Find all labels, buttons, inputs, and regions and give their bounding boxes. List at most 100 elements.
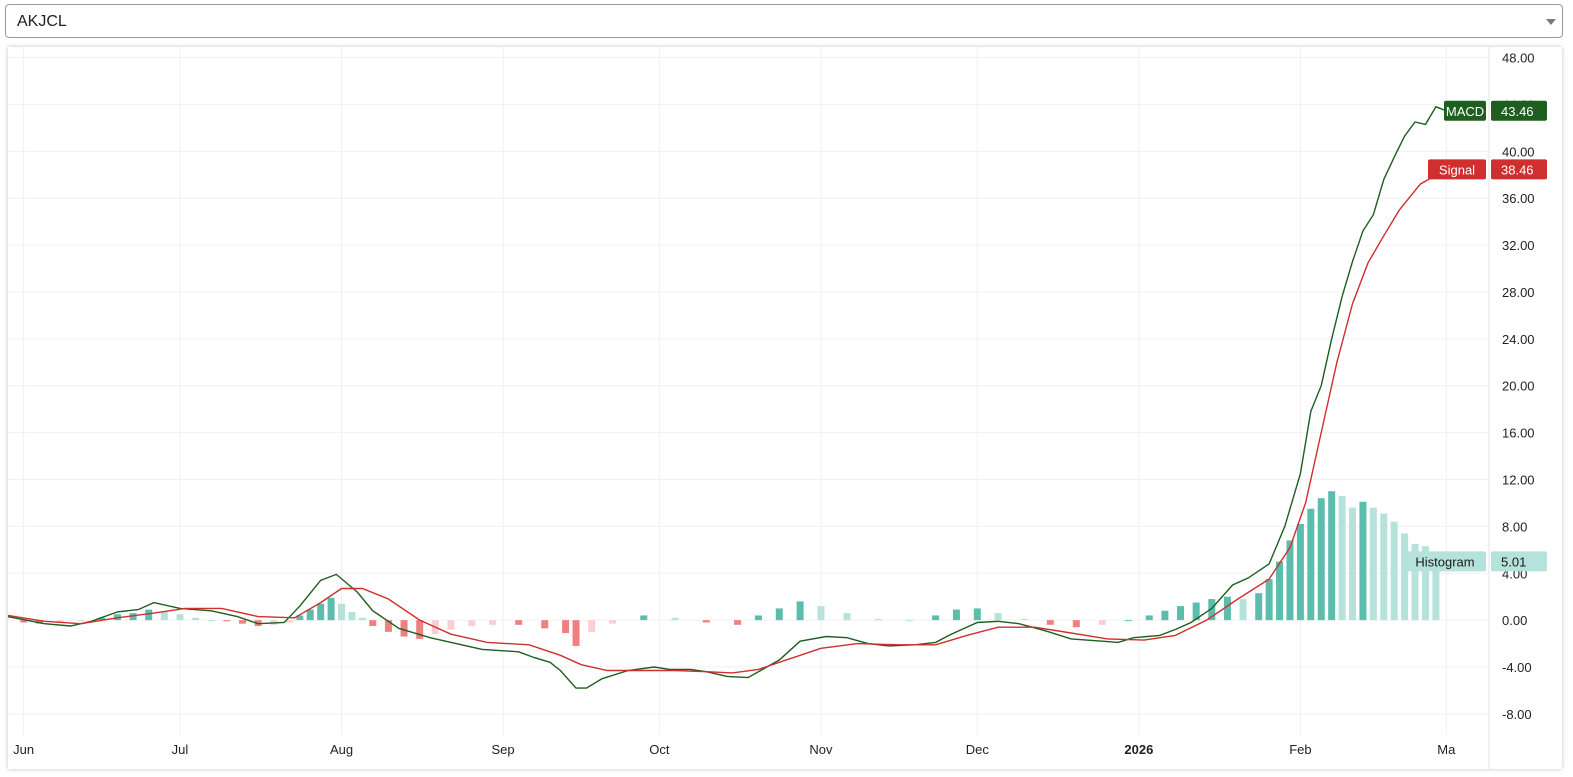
series-name-label: MACD: [1446, 104, 1484, 119]
signal-line: [8, 168, 1447, 674]
histogram-bar: [296, 615, 304, 621]
histogram-bar: [515, 620, 523, 625]
histogram-bar: [1432, 561, 1440, 621]
histogram-bar: [754, 615, 762, 621]
histogram-bar: [952, 609, 960, 621]
histogram-bar: [98, 617, 106, 621]
histogram-bar: [1098, 620, 1106, 625]
histogram-bar: [369, 620, 377, 626]
histogram-bar: [973, 608, 981, 621]
x-tick-label: Sep: [492, 742, 515, 757]
series-value-badge: [1491, 159, 1547, 180]
histogram-bar: [1369, 507, 1377, 621]
histogram-bar: [1223, 596, 1231, 621]
x-tick-label: Oct: [649, 742, 670, 757]
histogram-bar: [1265, 579, 1273, 621]
x-tick-label: Jun: [13, 742, 34, 757]
histogram-bar: [1046, 620, 1054, 625]
grid: [8, 47, 1490, 769]
histogram-bars: [20, 491, 1440, 646]
histogram-bar: [327, 597, 335, 621]
x-tick-label: Nov: [809, 742, 833, 757]
histogram-bar: [932, 615, 940, 621]
histogram-bar: [1208, 599, 1216, 621]
histogram-bar: [640, 615, 648, 621]
series-lines: [8, 105, 1447, 689]
histogram-bar: [239, 620, 247, 624]
histogram-bar: [588, 620, 596, 632]
histogram-bar: [1192, 602, 1200, 621]
histogram-bar: [1317, 498, 1325, 621]
symbol-select[interactable]: AKJCL: [5, 4, 1563, 38]
symbol-value: AKJCL: [17, 13, 67, 30]
histogram-bar: [338, 603, 346, 621]
histogram-bar: [358, 617, 366, 621]
x-tick-label: Jul: [172, 742, 189, 757]
series-value-badge: [1491, 100, 1547, 121]
macd-chart[interactable]: 48.0044.0040.0036.0032.0028.0024.0020.00…: [8, 47, 1562, 769]
histogram-bar: [1401, 533, 1409, 621]
histogram-bar: [609, 620, 617, 624]
histogram-bar: [1338, 495, 1346, 621]
series-labels: MACD 43.46 Signal 38.46 Histogram 5.01: [1404, 100, 1547, 572]
histogram-bar: [35, 620, 43, 624]
histogram-bar: [874, 618, 882, 621]
x-tick-label: 2026: [1124, 742, 1153, 757]
series-value-label: 43.46: [1501, 104, 1534, 119]
histogram-bar: [20, 620, 28, 623]
histogram-bar: [775, 608, 783, 621]
histogram-bar: [572, 620, 580, 646]
histogram-bar: [1239, 599, 1247, 621]
x-tick-label: Aug: [330, 742, 353, 757]
x-tick-label: Ma: [1437, 742, 1456, 757]
series-name-badge: [1444, 100, 1486, 121]
x-axis: Jun Jul Aug Sep Oct Nov Dec 2026 Feb Ma: [13, 742, 1456, 757]
histogram-bar: [1349, 507, 1357, 621]
histogram-bar: [306, 609, 314, 621]
histogram-bar: [1296, 524, 1304, 621]
y-tick-label: 32.00: [1502, 238, 1535, 253]
y-tick-label: 0.00: [1502, 613, 1527, 628]
series-name-label: Signal: [1439, 162, 1475, 177]
y-axis: 48.0044.0040.0036.0032.0028.0024.0020.00…: [1502, 51, 1535, 722]
histogram-bar: [994, 613, 1002, 621]
x-tick-label: Feb: [1289, 742, 1311, 757]
histogram-bar: [843, 613, 851, 621]
series-name-label: Histogram: [1415, 554, 1474, 569]
histogram-bar: [1072, 620, 1080, 628]
histogram-bar: [1177, 606, 1185, 621]
histogram-bar: [1380, 513, 1388, 621]
histogram-bar: [562, 620, 570, 634]
histogram-bar: [1124, 620, 1132, 622]
histogram-bar: [541, 620, 549, 629]
y-tick-label: 36.00: [1502, 191, 1535, 206]
histogram-bar: [285, 620, 293, 623]
series-value-label: 5.01: [1501, 554, 1526, 569]
chart-panel[interactable]: 48.0044.0040.0036.0032.0028.0024.0020.00…: [8, 47, 1562, 769]
histogram-bar: [416, 620, 424, 639]
y-tick-label: -8.00: [1502, 707, 1532, 722]
histogram-bar: [207, 620, 215, 622]
y-tick-label: 48.00: [1502, 51, 1535, 66]
histogram-bar: [671, 617, 679, 621]
histogram-bar: [317, 603, 325, 621]
histogram-bar: [1411, 543, 1419, 621]
histogram-bar: [348, 611, 356, 621]
histogram-bar: [906, 620, 914, 622]
series-name-badge: [1428, 159, 1486, 180]
histogram-bar: [796, 601, 804, 621]
histogram-bar: [77, 620, 85, 622]
y-tick-label: 40.00: [1502, 144, 1535, 159]
y-tick-label: 8.00: [1502, 519, 1527, 534]
caret-down-icon[interactable]: [1546, 19, 1556, 25]
histogram-bar: [468, 620, 476, 626]
histogram-bar: [817, 606, 825, 621]
histogram-bar: [447, 620, 455, 630]
series-name-badge: [1404, 551, 1486, 572]
histogram-bar: [1421, 546, 1429, 621]
histogram-bar: [1255, 593, 1263, 621]
series-value-label: 38.46: [1501, 162, 1534, 177]
histogram-bar: [176, 614, 184, 621]
histogram-bar: [223, 620, 231, 622]
histogram-bar: [1328, 491, 1336, 621]
